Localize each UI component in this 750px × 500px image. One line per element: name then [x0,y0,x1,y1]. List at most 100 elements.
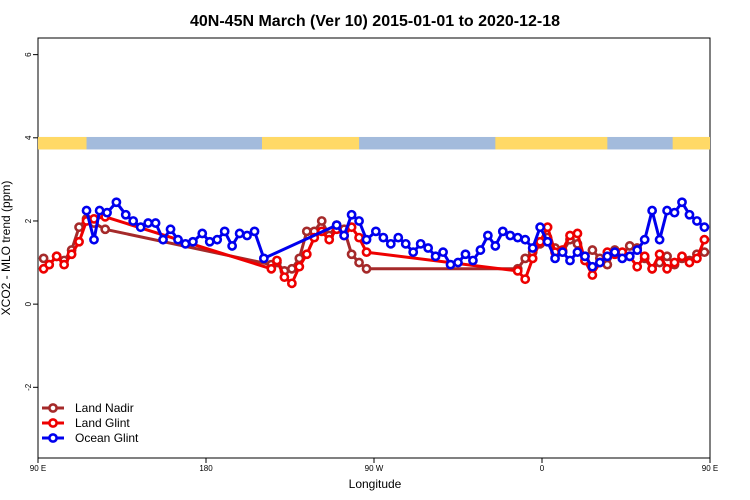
legend-swatch-marker-2 [48,433,58,443]
data-point-2-52 [542,236,553,247]
data-point-2-71 [684,209,695,220]
data-point-2-41 [460,249,471,260]
data-point-2-54 [557,247,568,258]
data-point-2-7 [135,222,146,233]
data-point-2-37 [430,251,441,262]
data-point-1-12 [286,278,297,289]
data-point-2-14 [188,236,198,247]
data-point-2-15 [197,228,208,239]
chart-title: 40N-45N March (Ver 10) 2015-01-01 to 202… [190,13,560,30]
data-point-2-36 [423,243,434,253]
axes: -2 0 2 4 6 90 E 180 90 W 0 90 E [24,52,718,473]
data-point-2-55 [565,255,575,266]
y-tick-label-4: 6 [24,52,33,57]
data-point-1-40 [639,251,650,262]
data-point-2-32 [393,232,404,243]
x-axis-label: Longitude [349,477,402,491]
legend-swatch-marker-0 [48,403,58,413]
data-point-2-19 [227,241,238,251]
legend-label-0: Land Nadir [75,401,134,415]
data-point-2-22 [249,226,260,237]
data-point-2-10 [158,234,168,245]
legend-label-2: Ocean Glint [75,431,139,445]
data-point-2-40 [453,257,463,268]
data-point-0-38 [624,241,635,251]
data-point-2-43 [475,245,486,255]
data-point-1-27 [542,222,553,233]
data-point-1-2 [51,251,62,262]
data-point-1-17 [324,234,335,245]
data-point-2-53 [550,253,560,264]
data-point-1-14 [301,249,312,260]
data-point-2-17 [212,234,223,245]
land-ocean-mask [38,136,710,150]
data-point-2-45 [490,241,501,251]
data-point-1-48 [699,234,710,245]
data-point-2-73 [699,222,710,233]
data-point-2-51 [535,222,546,233]
data-point-2-20 [234,228,245,239]
data-point-1-13 [294,261,305,272]
legend-item-2: Ocean Glint [42,431,139,445]
data-point-0-35 [602,259,613,270]
land-segment-1 [262,136,360,150]
y-tick-label-2: 2 [24,218,33,223]
data-point-1-46 [684,257,695,268]
data-point-0-5 [74,222,84,233]
data-point-2-58 [587,261,598,272]
data-point-0-24 [520,253,531,264]
data-point-1-22 [361,247,372,258]
data-point-0-20 [346,249,357,260]
data-point-2-72 [692,216,702,226]
data-point-2-23 [258,253,269,264]
data-point-2-31 [385,238,396,249]
x-tick-label-0: 90 E [30,464,46,473]
data-point-0-12 [286,263,297,274]
series-ocean-glint [81,197,710,272]
data-point-2-56 [572,247,583,258]
data-point-2-38 [438,247,448,258]
data-point-2-26 [346,209,357,220]
land-segment-2 [495,136,608,150]
data-point-2-60 [602,251,613,262]
data-point-2-65 [639,234,650,245]
data-point-2-28 [361,234,372,245]
data-point-1-23 [512,265,523,276]
data-point-2-69 [669,207,680,218]
data-point-2-30 [378,232,389,243]
data-point-2-64 [632,245,643,255]
data-point-2-34 [408,247,419,258]
data-point-1-10 [272,255,282,266]
data-point-2-27 [354,216,364,226]
data-point-2-48 [512,232,523,243]
data-point-1-45 [677,251,687,262]
data-point-1-39 [632,261,643,272]
data-point-1-25 [527,253,538,264]
data-point-0-43 [662,251,672,262]
land-segment-0 [38,136,87,150]
data-point-2-9 [150,218,161,228]
data-point-1-9 [266,263,277,274]
data-point-1-31 [572,228,583,239]
data-point-1-41 [647,263,658,274]
data-point-1-4 [66,249,77,260]
legend-label-1: Land Glint [75,416,130,430]
data-point-2-35 [415,238,426,249]
data-point-2-2 [94,205,105,216]
data-point-2-66 [647,205,658,216]
data-point-1-30 [565,230,575,241]
data-point-2-3 [102,207,112,218]
legend-item-0: Land Nadir [42,401,134,415]
ocean-band [38,136,710,150]
data-point-2-42 [468,255,478,266]
data-point-1-33 [587,270,598,280]
x-tick-label-1: 180 [199,464,213,473]
x-tick-label-3: 0 [540,464,545,473]
data-point-2-49 [520,234,531,245]
data-point-2-47 [505,230,516,241]
data-point-0-16 [316,216,327,226]
data-point-2-57 [580,251,590,262]
y-tick-label-3: 4 [24,135,33,140]
